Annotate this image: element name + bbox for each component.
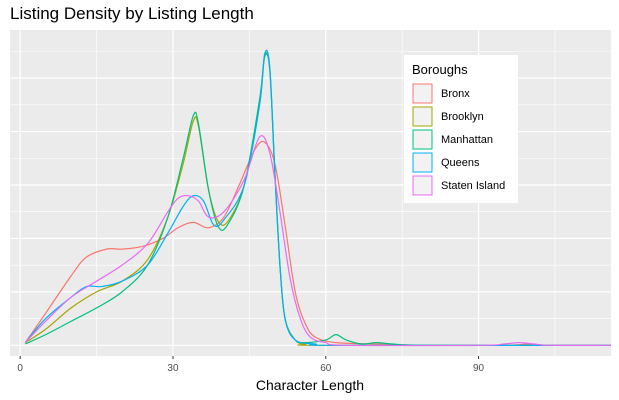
x-axis: 0 30 60 90 (17, 356, 485, 374)
chart-title: Listing Density by Listing Length (10, 4, 254, 23)
legend-label-staten-island: Staten Island (441, 180, 505, 192)
series-line-staten-island (24, 135, 612, 347)
legend-key-staten-island (412, 175, 433, 196)
x-tick-label: 30 (167, 363, 179, 374)
series-line-queens (24, 49, 612, 347)
x-tick-label: 60 (320, 363, 332, 374)
legend-label-brooklyn: Brooklyn (441, 111, 484, 123)
legend-label-manhattan: Manhattan (441, 134, 493, 146)
legend-label-queens: Queens (441, 157, 480, 169)
x-tick-label: 90 (473, 363, 485, 374)
series-lines (24, 49, 612, 347)
x-axis-title: Character Length (256, 377, 364, 393)
legend-key-bronx (412, 83, 433, 104)
legend-key-brooklyn (412, 106, 433, 127)
legend-title: Boroughs (412, 62, 468, 77)
legend-key-manhattan (412, 129, 433, 150)
legend: Boroughs Bronx Brooklyn Manhattan Queens Sta… (404, 55, 518, 203)
legend-label-bronx: Bronx (441, 88, 470, 100)
legend-key-queens (412, 152, 433, 173)
plot-panel (10, 30, 611, 356)
x-tick-label: 0 (17, 363, 23, 374)
